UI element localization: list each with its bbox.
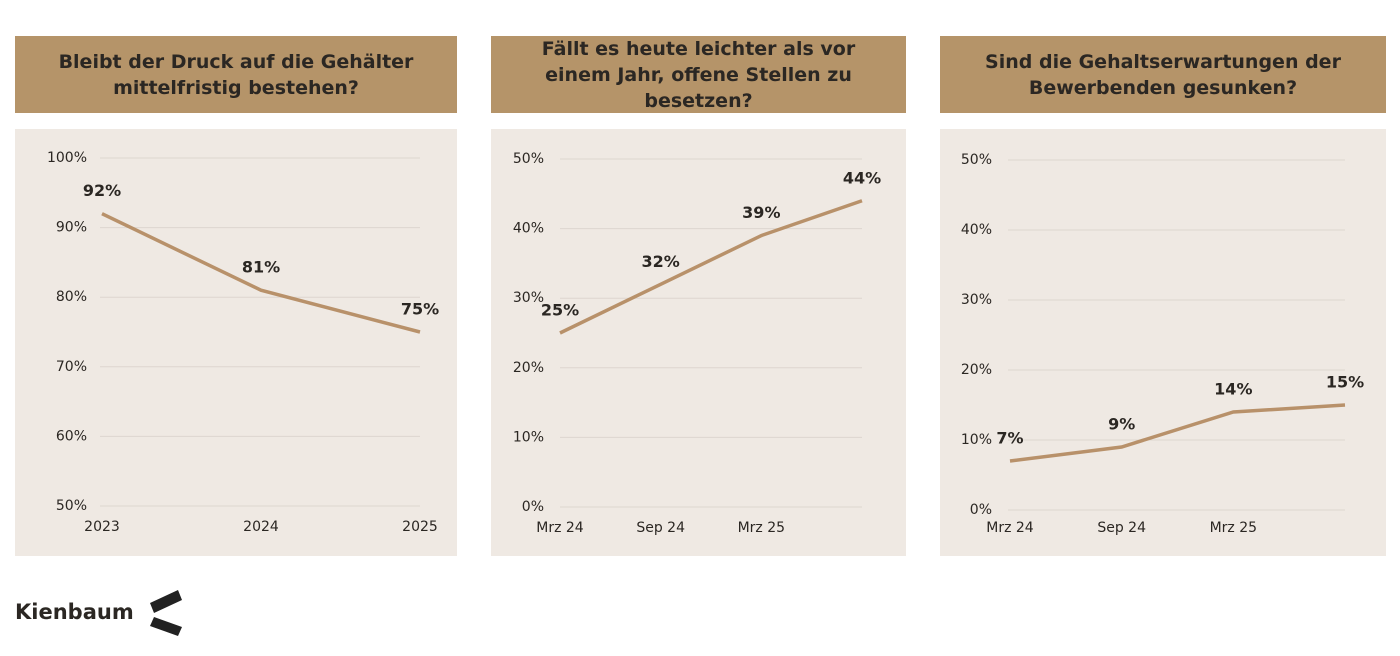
data-label: 9% <box>1108 415 1135 434</box>
x-tick-label: Mrz 25 <box>1210 520 1257 536</box>
y-tick-label: 40% <box>961 222 992 238</box>
chart-title: Sind die Gehaltserwartungen der Bewerben… <box>940 36 1386 113</box>
y-tick-label: 100% <box>47 150 87 166</box>
panel <box>491 129 906 556</box>
y-tick-label: 50% <box>513 151 544 167</box>
y-tick-label: 0% <box>522 499 544 515</box>
y-tick-label: 20% <box>513 360 544 376</box>
logo-icon <box>150 590 182 636</box>
y-tick-label: 10% <box>961 432 992 448</box>
y-tick-label: 80% <box>56 289 87 305</box>
data-label: 15% <box>1326 373 1364 392</box>
data-label: 39% <box>742 203 780 222</box>
data-label: 92% <box>83 181 121 200</box>
data-line <box>1009 403 1346 463</box>
data-line <box>559 199 863 335</box>
data-label: 32% <box>642 252 680 271</box>
x-tick-label: Mrz 24 <box>536 520 584 536</box>
y-tick-label: 10% <box>513 429 544 445</box>
data-label: 75% <box>401 300 439 319</box>
y-tick-label: 60% <box>56 428 87 444</box>
x-tick-label: Mrz 24 <box>986 520 1034 536</box>
panel <box>15 129 457 556</box>
data-label: 25% <box>541 301 579 320</box>
y-tick-label: 50% <box>56 498 87 514</box>
x-tick-label: 2023 <box>84 519 120 535</box>
x-tick-label: 2025 <box>402 519 438 535</box>
panel <box>940 129 1386 556</box>
y-tick-label: 90% <box>56 220 87 236</box>
x-tick-label: Sep 24 <box>1097 520 1146 536</box>
chart-title: Fällt es heute leichter als vor einem Ja… <box>491 36 906 113</box>
y-tick-label: 20% <box>961 362 992 378</box>
data-label: 44% <box>843 168 881 187</box>
x-tick-label: Sep 24 <box>636 520 685 536</box>
y-tick-label: 0% <box>970 502 992 518</box>
y-tick-label: 40% <box>513 221 544 237</box>
y-tick-label: 70% <box>56 359 87 375</box>
data-label: 7% <box>996 429 1023 448</box>
y-tick-label: 30% <box>961 292 992 308</box>
y-tick-label: 50% <box>961 152 992 168</box>
data-label: 81% <box>242 258 280 277</box>
brand: Kienbaum <box>15 600 134 624</box>
chart-title: Bleibt der Druck auf die Gehälter mittel… <box>15 36 457 113</box>
y-tick-label: 30% <box>513 290 544 306</box>
x-tick-label: Mrz 25 <box>738 520 785 536</box>
data-label: 14% <box>1214 380 1252 399</box>
data-line <box>101 212 421 334</box>
x-tick-label: 2024 <box>243 519 279 535</box>
